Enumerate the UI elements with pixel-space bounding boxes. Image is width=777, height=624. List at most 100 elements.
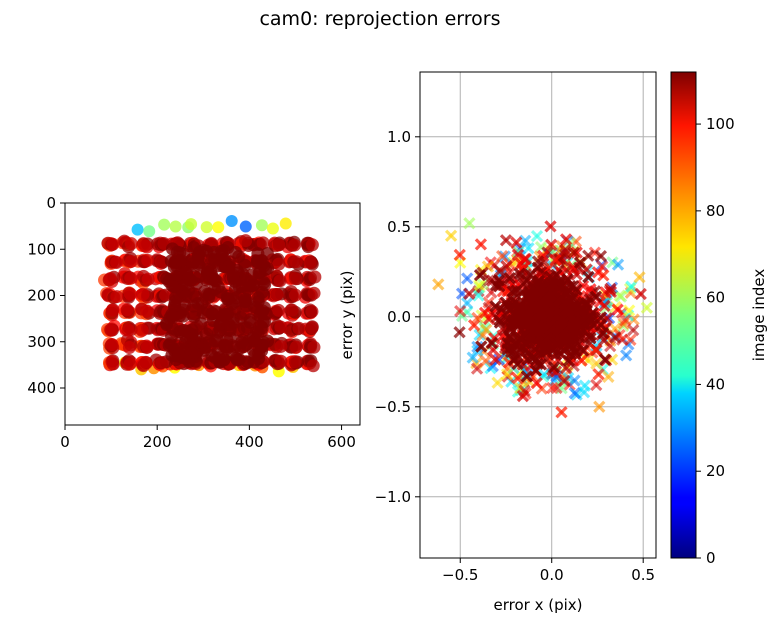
left-point: [292, 321, 306, 335]
left-point: [173, 246, 187, 260]
error-marker: [495, 303, 508, 316]
left-point: [198, 284, 212, 298]
right-panel: −0.5 0.0 0.5 −1.0 −0.5 0.0 0.5 1.0 error x (pi…: [338, 71, 657, 614]
left-point: [187, 241, 201, 255]
left-point: [226, 312, 240, 326]
error-marker: [517, 329, 531, 342]
error-marker: [533, 307, 546, 321]
left-point: [308, 270, 322, 284]
left-point: [123, 357, 137, 371]
error-marker: [573, 331, 587, 344]
left-point: [139, 355, 153, 369]
figure-title: cam0: reprojection errors: [259, 8, 500, 30]
error-marker: [555, 406, 568, 419]
error-marker: [496, 249, 509, 263]
colorbar-label: image index: [750, 269, 768, 362]
left-point: [251, 291, 265, 305]
left-point: [162, 274, 176, 288]
error-marker: [471, 340, 484, 353]
left-point: [185, 218, 198, 231]
right-x-axis: −0.5 0.0 0.5: [442, 558, 655, 584]
left-point: [212, 351, 226, 365]
error-marker: [567, 316, 580, 329]
error-marker: [472, 289, 485, 302]
error-marker: [539, 290, 552, 303]
error-marker: [623, 304, 636, 317]
left-point: [123, 287, 137, 301]
error-marker: [503, 271, 516, 285]
error-marker: [567, 246, 580, 259]
error-marker: [562, 354, 575, 367]
error-marker: [511, 372, 524, 385]
left-point: [305, 304, 319, 318]
left-point: [272, 238, 286, 252]
left-point: [289, 255, 303, 269]
colorbar-tick-label: 40: [706, 375, 725, 393]
error-marker: [466, 351, 479, 364]
left-point: [232, 323, 246, 337]
error-marker: [570, 246, 583, 259]
error-marker: [611, 303, 624, 316]
error-marker: [570, 268, 583, 281]
error-marker: [504, 332, 517, 345]
error-marker: [559, 233, 573, 246]
error-marker: [473, 279, 486, 292]
error-marker: [576, 344, 590, 357]
left-point: [274, 320, 288, 334]
left-y-tick-label: 300: [27, 333, 56, 351]
right-y-axis: −1.0 −0.5 0.0 0.5 1.0: [375, 128, 420, 506]
left-point: [105, 355, 119, 369]
left-point: [225, 214, 238, 227]
left-point: [143, 225, 156, 238]
left-point: [184, 273, 198, 287]
error-marker: [510, 236, 523, 249]
left-point: [106, 237, 120, 251]
left-point: [140, 340, 154, 354]
right-x-tick-label: −0.5: [442, 566, 478, 584]
error-marker: [506, 285, 519, 298]
left-point: [243, 279, 257, 293]
left-point: [200, 221, 213, 234]
left-point: [194, 316, 208, 330]
left-point: [215, 313, 229, 327]
colorbar-ticks: 0 20 40 60 80 100: [696, 115, 735, 567]
left-point: [242, 333, 256, 347]
left-point: [154, 255, 168, 269]
left-point: [232, 353, 246, 367]
error-marker: [564, 280, 577, 293]
left-point: [255, 219, 268, 232]
error-marker: [598, 353, 612, 366]
error-marker: [473, 268, 487, 282]
left-point: [124, 271, 138, 285]
error-marker: [499, 296, 512, 309]
error-marker: [549, 348, 563, 361]
left-point: [245, 268, 259, 282]
left-point: [279, 217, 292, 230]
left-point: [208, 252, 222, 266]
error-marker: [634, 287, 647, 301]
error-marker: [502, 313, 515, 326]
error-marker: [553, 292, 566, 305]
error-marker: [500, 368, 514, 381]
right-y-tick-label: −0.5: [375, 398, 411, 416]
left-point: [140, 304, 154, 318]
left-point: [105, 337, 119, 351]
left-point: [212, 221, 225, 234]
error-marker: [519, 234, 532, 247]
error-marker: [549, 253, 562, 267]
error-marker: [532, 322, 546, 335]
error-marker: [579, 304, 593, 317]
left-y-tick-label: 0: [46, 194, 56, 212]
left-point: [165, 308, 179, 322]
error-marker: [594, 249, 608, 263]
left-point: [307, 340, 321, 354]
left-point: [239, 234, 253, 248]
left-y-tick-label: 100: [27, 240, 56, 258]
colorbar-tick-label: 100: [706, 115, 735, 133]
error-marker: [602, 370, 615, 383]
error-marker: [463, 287, 476, 300]
error-marker: [567, 340, 580, 353]
error-marker: [461, 272, 474, 285]
left-point: [176, 309, 190, 323]
error-marker: [463, 217, 476, 230]
